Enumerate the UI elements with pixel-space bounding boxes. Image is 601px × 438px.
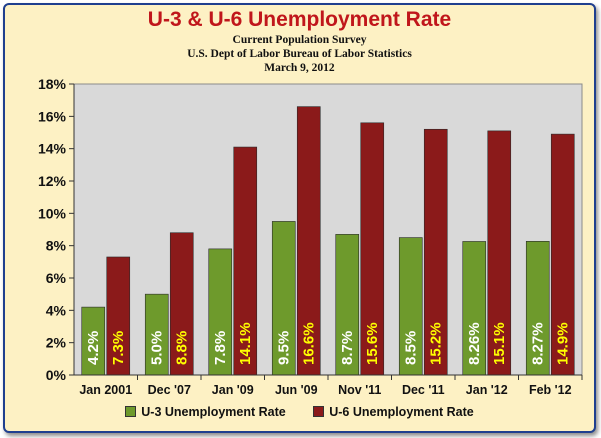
x-tick-label: Jan '12 [466,383,508,397]
x-tick-label: Feb '12 [529,383,572,397]
y-tick-label: 10% [38,205,67,221]
bar-chart: 0% 2% 4% 6% 8% 10% 12% 14% 16% 18% 4.2% 7.3% Jan 200… [38,76,583,397]
x-tick-label: Nov '11 [338,383,381,397]
data-label: 8.8% [173,331,190,365]
y-tick-label: 12% [38,173,67,189]
y-tick-label: 6% [46,270,67,286]
legend-label-u6: U-6 Unemployment Rate [329,405,474,419]
legend-item-u6: U-6 Unemployment Rate [313,405,474,419]
data-label: 14.1% [237,322,254,365]
chart-title: U-3 & U-6 Unemployment Rate [147,8,452,31]
data-label: 5.0% [148,331,165,365]
chart-legend: U-3 Unemployment Rate U-6 Unemployment R… [5,405,594,419]
y-tick-label: 8% [46,238,67,254]
data-label: 8.26% [466,322,483,365]
x-tick-label: Jun '09 [275,383,318,397]
data-label: 8.27% [529,322,546,365]
data-label: 8.7% [339,331,356,365]
x-tick-label: Jan 2001 [79,383,132,397]
data-label: 14.9% [554,322,571,365]
x-tick-label: Dec '07 [148,383,191,397]
x-tick-label: Jan '09 [212,383,254,397]
y-tick-label: 2% [46,335,67,351]
data-label: 9.5% [275,331,292,365]
data-label: 15.6% [364,322,381,365]
data-label: 7.3% [110,331,127,365]
chart-subtitle-line-2: U.S. Dept of Labor Bureau of Labor Stati… [187,48,412,60]
data-label: 15.2% [427,322,444,365]
y-tick-label: 14% [38,141,67,157]
x-tick-label: Dec '11 [402,383,445,397]
data-label: 15.1% [491,322,508,365]
chart-subtitle-line-1: Current Population Survey [232,34,367,46]
legend-swatch-u3 [125,406,137,417]
legend-swatch-u6 [313,406,325,417]
y-tick-label: 18% [38,76,67,92]
chart-frame: U-3 & U-6 Unemployment Rate Current Popu… [3,3,596,433]
y-tick-label: 0% [46,367,67,383]
legend-label-u3: U-3 Unemployment Rate [141,405,286,419]
y-tick-label: 4% [46,302,67,318]
data-label: 8.5% [402,331,419,365]
legend-item-u3: U-3 Unemployment Rate [125,405,286,419]
data-label: 16.6% [300,322,317,365]
data-label: 7.8% [212,331,229,365]
data-label: 4.2% [85,331,102,365]
chart-subtitle-line-3: March 9, 2012 [264,62,335,74]
y-tick-label: 16% [38,108,67,124]
